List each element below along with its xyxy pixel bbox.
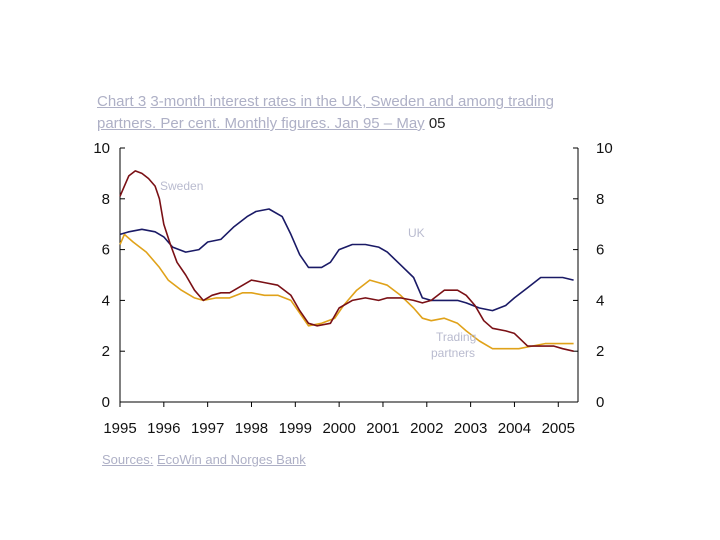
series-line-sweden <box>119 170 574 352</box>
chart-title-tail: 05 <box>428 115 446 132</box>
x-tick-label: 1996 <box>147 420 180 437</box>
x-tick-label: 1997 <box>191 420 224 437</box>
series-labels: Sweden UK Trading partners <box>160 179 476 360</box>
chart-number: Chart 3 <box>97 93 147 110</box>
y-tick-label-left: 0 <box>102 394 110 411</box>
chart-axes: 0 0 2 2 4 4 6 6 8 8 10 10 1995 1996 1997 1998 1999 2000 20… <box>93 140 612 437</box>
x-tick-label: 2004 <box>498 420 531 437</box>
source-note: Sources: EcoWin and Norges Bank <box>102 452 306 467</box>
series-label-trading-partners: Trading <box>436 330 476 344</box>
y-tick-label-left: 4 <box>102 292 110 309</box>
source-label: Sources: <box>102 452 154 467</box>
y-tick-label-right: 2 <box>596 343 604 360</box>
y-tick-label-right: 4 <box>596 292 604 309</box>
chart-lines <box>119 170 574 352</box>
series-label-sweden: Sweden <box>160 179 203 193</box>
series-label-uk: UK <box>408 226 425 240</box>
x-tick-label: 1995 <box>103 420 136 437</box>
x-tick-label: 2002 <box>410 420 443 437</box>
y-tick-label-left: 6 <box>102 242 110 259</box>
series-line-uk <box>119 208 574 312</box>
y-tick-label-right: 0 <box>596 394 604 411</box>
x-tick-label: 2000 <box>322 420 355 437</box>
series-line-trading-partners <box>119 233 574 350</box>
y-tick-label-left: 2 <box>102 343 110 360</box>
y-tick-label-left: 10 <box>93 140 110 157</box>
x-tick-label: 1999 <box>279 420 312 437</box>
y-tick-label-right: 10 <box>596 140 613 157</box>
x-tick-label: 1998 <box>235 420 268 437</box>
y-tick-label-right: 8 <box>596 191 604 208</box>
x-tick-label: 2003 <box>454 420 487 437</box>
y-tick-label-right: 6 <box>596 242 604 259</box>
chart-title: Chart 3 3-month interest rates in the UK… <box>97 91 617 135</box>
series-label-trading-partners-line2: partners <box>431 346 475 360</box>
source-text: EcoWin and Norges Bank <box>156 452 306 467</box>
x-tick-label: 2005 <box>542 420 575 437</box>
y-tick-label-left: 8 <box>102 191 110 208</box>
x-tick-label: 2001 <box>366 420 399 437</box>
chart-title-text: 3-month interest rates in the UK, Sweden… <box>97 93 554 132</box>
